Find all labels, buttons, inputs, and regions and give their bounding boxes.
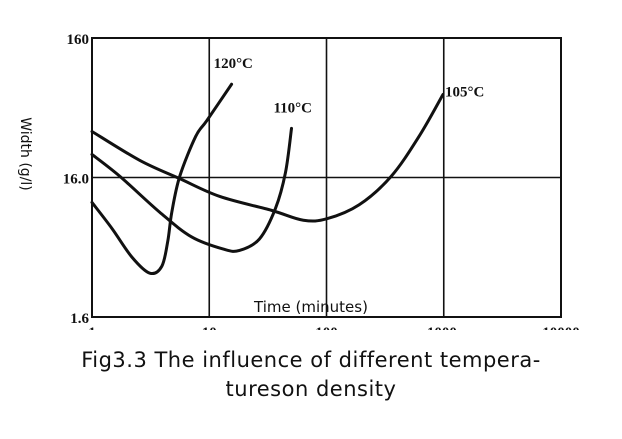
x-tick-label: 100 [315,325,338,330]
series-label-0: 120°C [214,56,253,72]
figure-caption-line-2: tureson density [225,377,397,401]
figure-caption-line-1: Fig3.3 The influence of different temper… [81,348,541,372]
series-line-2 [90,92,445,223]
y-axis-label: Width (g/l) [17,117,33,191]
y-tick-label: 1.6 [70,311,89,327]
x-axis-label: Time (minutes) [254,298,368,316]
series-line-0 [90,82,234,275]
x-tick-label: 1 [88,325,96,330]
x-tick-label: 10 [202,325,217,330]
y-tick-label: 160 [67,32,90,48]
x-tick-label: 1000. [427,325,461,330]
series-label-2: 105°C [445,84,484,100]
series-label-1: 110°C [274,100,313,116]
y-tick-label: 16.0 [63,172,89,188]
x-tick-label: 10000 [542,325,580,330]
chart: 1 10 100 1000. 10000 1.6 16.0 160 120°C 110°C 105°… [63,32,580,330]
series-line-1 [90,126,294,253]
